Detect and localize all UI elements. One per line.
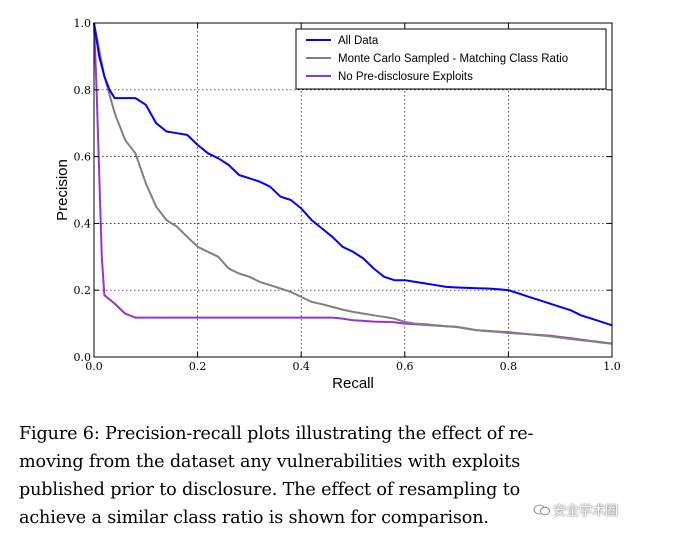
series-lines xyxy=(93,22,613,345)
watermark: 安全学术圈 xyxy=(533,500,618,519)
watermark-text: 安全学术圈 xyxy=(553,504,619,519)
y-tick-label: 1.0 xyxy=(74,17,92,30)
series-line-monte-carlo xyxy=(93,22,613,345)
x-tick-label: 1.0 xyxy=(603,360,621,373)
y-tick-label: 0.6 xyxy=(74,151,92,164)
y-tick-label: 0.4 xyxy=(74,217,92,230)
x-tick-label: 0.6 xyxy=(396,360,414,373)
figure-caption: Figure 6: Precision-recall plots illustr… xyxy=(19,420,659,532)
series-line-all-data xyxy=(93,22,613,327)
x-tick-label: 0.2 xyxy=(189,360,207,373)
plot-frame xyxy=(93,22,613,358)
x-axis-label: Recall xyxy=(332,375,374,392)
legend-box xyxy=(295,28,607,90)
y-tick-label: 0.0 xyxy=(74,351,92,364)
x-tick-labels: 0.0 0.2 0.4 0.6 0.8 1.0 xyxy=(85,360,621,373)
legend: All Data Monte Carlo Sampled - Matching … xyxy=(295,28,607,90)
x-tick-label: 0.0 xyxy=(85,360,103,373)
wechat-icon xyxy=(533,504,550,516)
y-axis-label: Precision xyxy=(54,159,71,221)
y-tick-label: 0.2 xyxy=(74,284,92,297)
legend-label-no-pre-disclosure: No Pre-disclosure Exploits xyxy=(338,71,473,83)
caption-line: Figure 6: Precision-recall plots illustr… xyxy=(19,424,534,444)
x-tick-label: 0.8 xyxy=(500,360,518,373)
y-tick-label: 0.8 xyxy=(74,84,92,97)
axis-ticks xyxy=(93,22,613,358)
caption-line: moving from the dataset any vulnerabilit… xyxy=(19,452,521,472)
legend-label-all-data: All Data xyxy=(338,35,379,47)
precision-recall-chart: 0.0 0.2 0.4 0.6 0.8 1.0 0.0 0.2 0.4 0.6 0.8 1.0 Re… xyxy=(54,17,621,392)
x-tick-label: 0.4 xyxy=(292,360,310,373)
caption-line: published prior to disclosure. The effec… xyxy=(19,480,521,500)
caption-line: achieve a similar class ratio is shown f… xyxy=(19,508,489,528)
legend-label-monte-carlo: Monte Carlo Sampled - Matching Class Rat… xyxy=(338,53,568,65)
y-tick-labels: 0.0 0.2 0.4 0.6 0.8 1.0 xyxy=(74,17,92,364)
